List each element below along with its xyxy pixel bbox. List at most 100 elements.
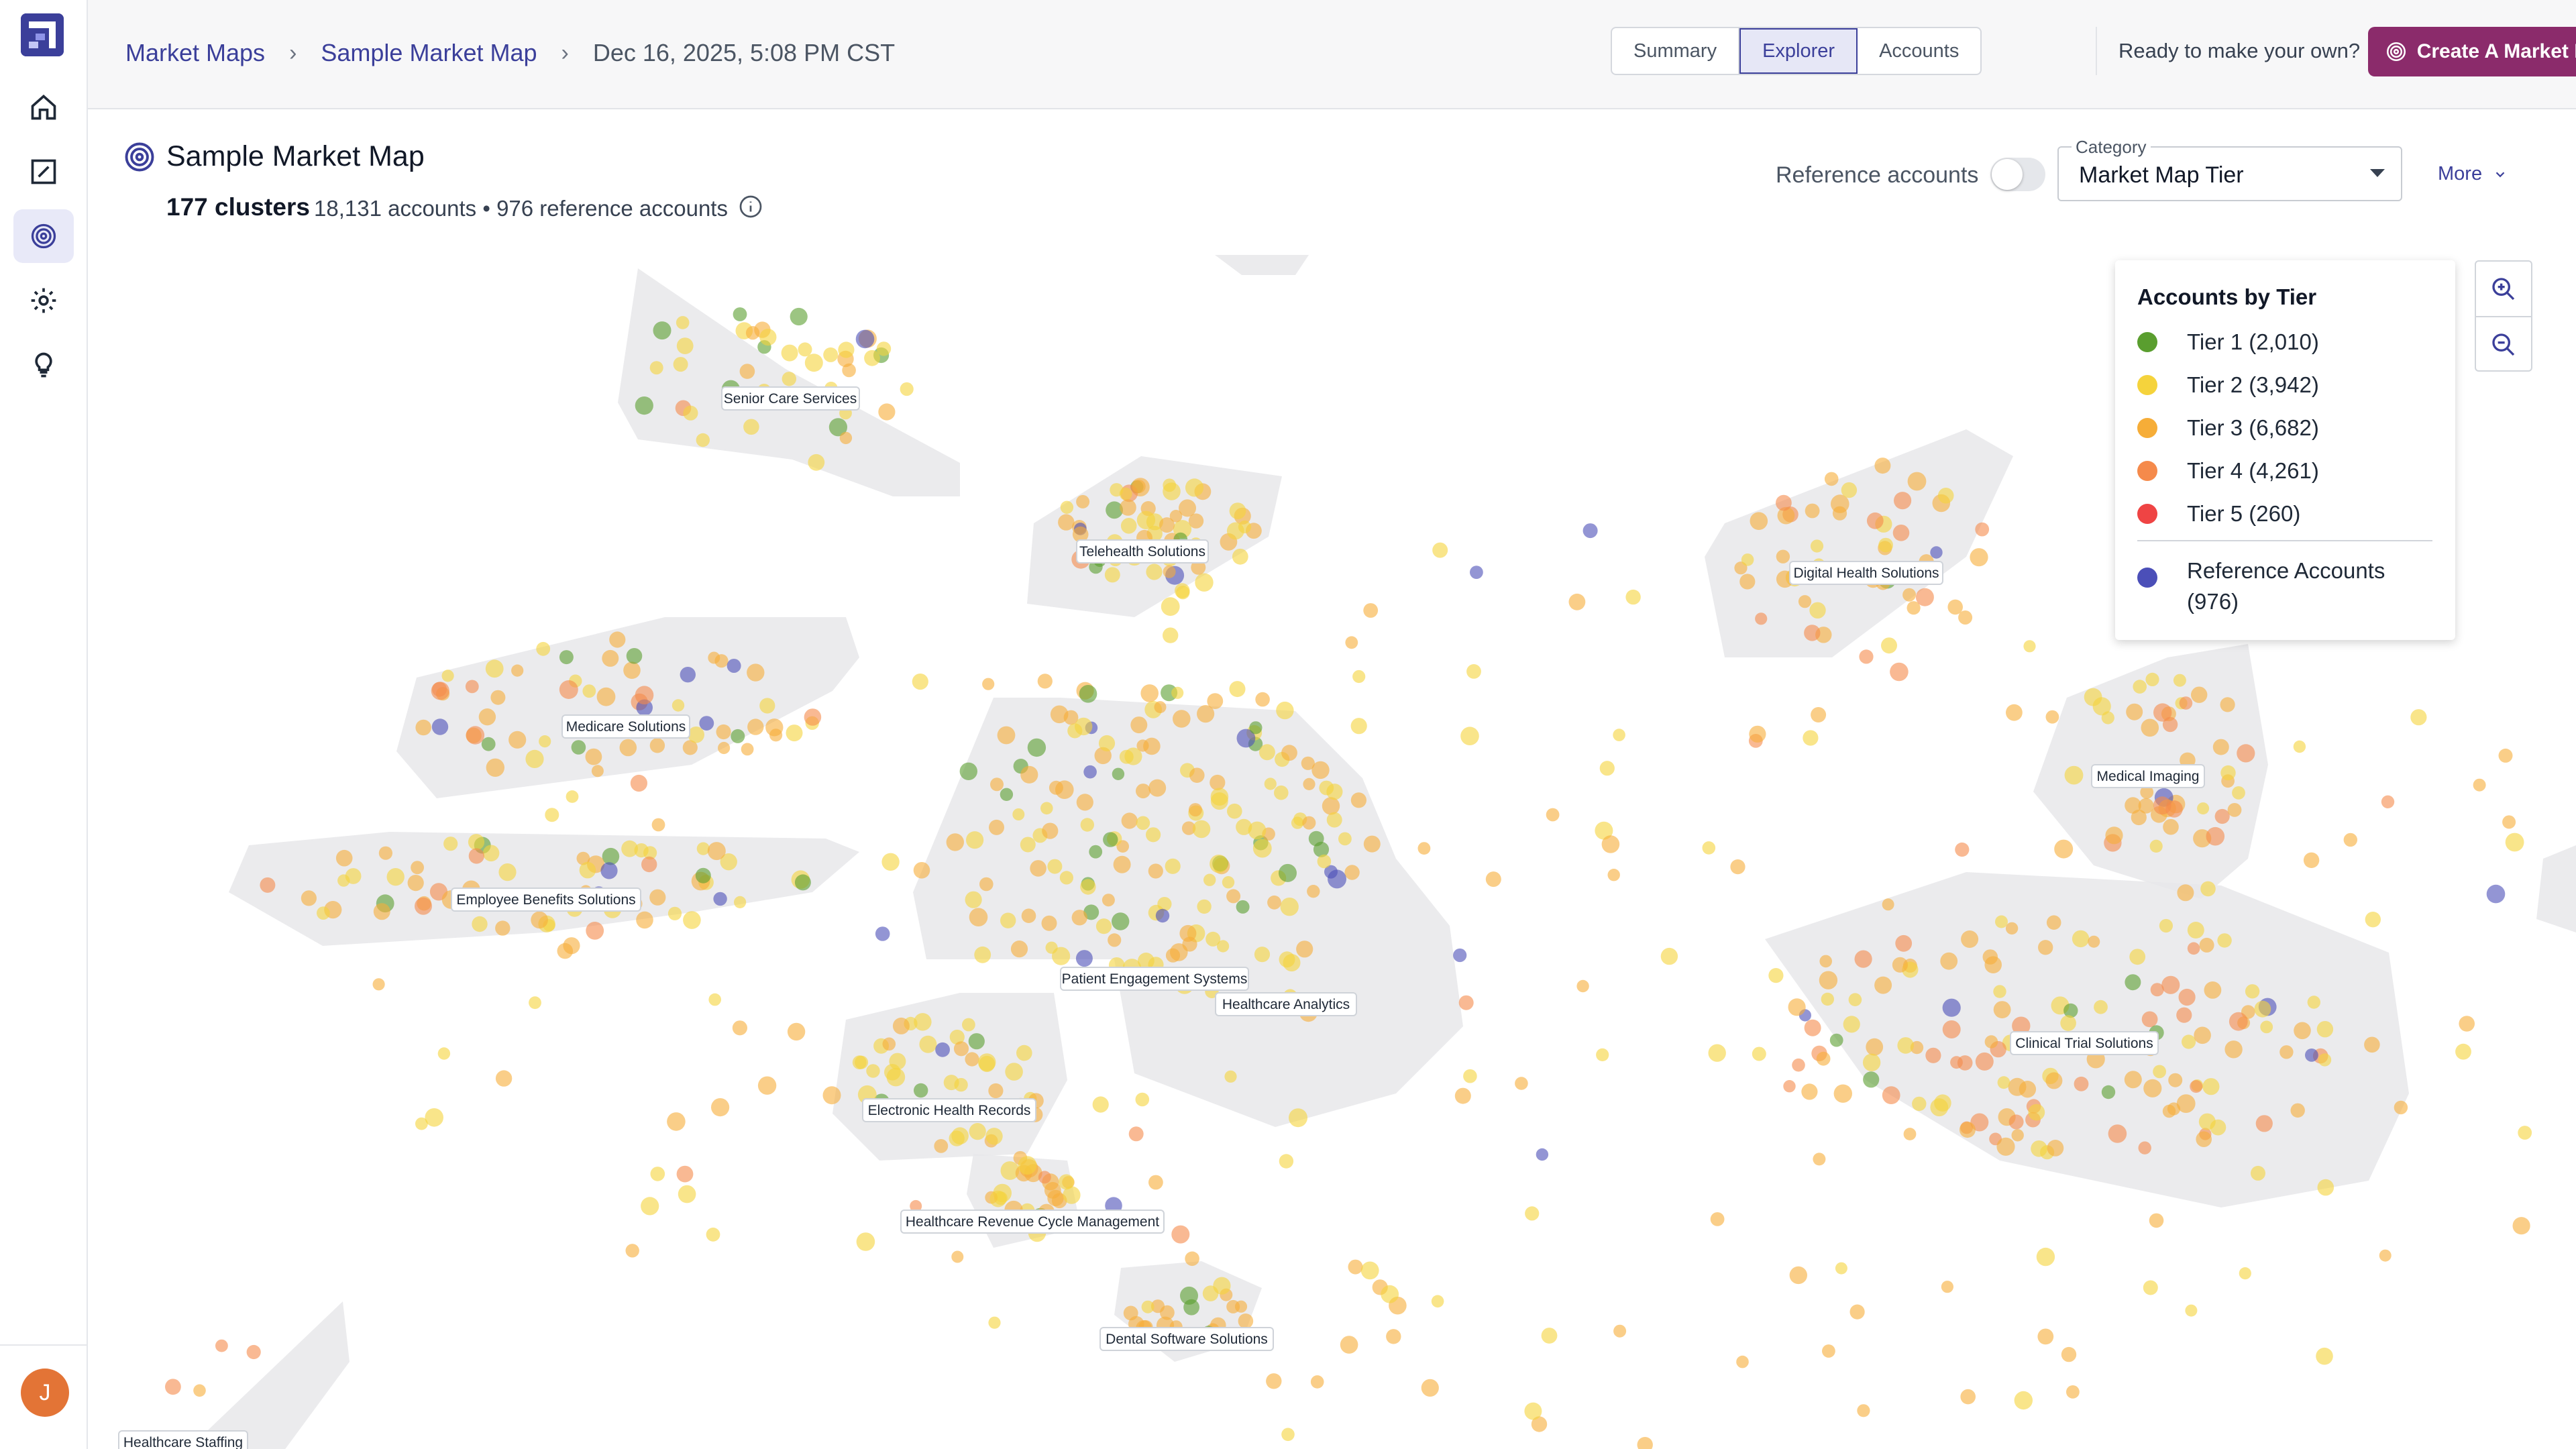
account-dot[interactable] — [478, 708, 496, 726]
account-dot[interactable] — [591, 765, 604, 777]
info-icon[interactable] — [739, 195, 763, 219]
account-dot[interactable] — [2196, 1131, 2212, 1147]
account-dot[interactable] — [481, 737, 496, 751]
account-dot[interactable] — [1454, 1087, 1471, 1104]
cluster-label-medicare[interactable]: Medicare Solutions — [561, 714, 690, 739]
account-dot[interactable] — [1148, 779, 1167, 797]
account-dot[interactable] — [485, 659, 504, 678]
account-dot[interactable] — [1749, 725, 1766, 743]
cluster-label-healthcare-analytics[interactable]: Healthcare Analytics — [1215, 992, 1357, 1016]
account-dot[interactable] — [2505, 833, 2524, 852]
account-dot[interactable] — [2279, 1045, 2294, 1059]
account-dot[interactable] — [2245, 984, 2260, 999]
account-dot[interactable] — [466, 726, 485, 745]
account-dot[interactable] — [1098, 735, 1116, 752]
account-dot[interactable] — [623, 661, 641, 679]
account-dot[interactable] — [2126, 703, 2143, 720]
account-dot[interactable] — [1955, 842, 1970, 857]
account-dot[interactable] — [886, 1067, 906, 1087]
account-dot[interactable] — [1030, 860, 1046, 877]
account-dot[interactable] — [2202, 1078, 2220, 1095]
account-dot[interactable] — [1281, 1428, 1295, 1442]
account-dot[interactable] — [636, 911, 653, 929]
account-dot[interactable] — [1993, 985, 2006, 998]
account-dot[interactable] — [1089, 845, 1103, 859]
account-dot[interactable] — [651, 818, 665, 832]
account-dot[interactable] — [2486, 884, 2506, 904]
account-dot[interactable] — [1848, 993, 1862, 1006]
account-dot[interactable] — [2294, 1022, 2311, 1040]
account-dot[interactable] — [1120, 518, 1137, 534]
account-dot[interactable] — [667, 1112, 686, 1131]
account-dot[interactable] — [2187, 922, 2204, 938]
account-dot[interactable] — [2125, 974, 2141, 991]
account-dot[interactable] — [2066, 1385, 2080, 1399]
account-dot[interactable] — [1730, 859, 1746, 875]
account-dot[interactable] — [997, 726, 1016, 745]
cluster-label-senior-care[interactable]: Senior Care Services — [721, 386, 860, 411]
account-dot[interactable] — [2214, 808, 2230, 824]
account-dot[interactable] — [2045, 1072, 2063, 1089]
account-dot[interactable] — [609, 631, 626, 648]
account-dot[interactable] — [2162, 716, 2178, 733]
account-dot[interactable] — [1146, 564, 1163, 580]
account-dot[interactable] — [1058, 514, 1075, 531]
account-dot[interactable] — [431, 682, 449, 700]
cluster-label-revenue-cycle[interactable]: Healthcare Revenue Cycle Management — [900, 1210, 1165, 1234]
account-dot[interactable] — [1016, 1044, 1032, 1061]
account-dot[interactable] — [1274, 785, 1289, 800]
edit-icon[interactable] — [13, 145, 74, 199]
account-dot[interactable] — [600, 862, 618, 879]
account-dot[interactable] — [2153, 796, 2171, 815]
account-dot[interactable] — [1163, 482, 1181, 500]
account-dot[interactable] — [1849, 1304, 1865, 1320]
account-dot[interactable] — [1975, 522, 1990, 537]
account-dot[interactable] — [1195, 573, 1214, 592]
account-dot[interactable] — [759, 698, 775, 714]
account-dot[interactable] — [2153, 1065, 2167, 1079]
account-dot[interactable] — [2150, 983, 2164, 997]
account-dot[interactable] — [842, 363, 856, 378]
account-dot[interactable] — [2061, 1346, 2077, 1362]
account-dot[interactable] — [1902, 588, 1917, 602]
account-dot[interactable] — [2124, 1071, 2142, 1089]
account-dot[interactable] — [1702, 841, 1716, 855]
account-dot[interactable] — [1266, 1373, 1282, 1389]
account-dot[interactable] — [1103, 832, 1118, 847]
account-dot[interactable] — [732, 1020, 747, 1036]
account-dot[interactable] — [706, 1227, 720, 1242]
account-dot[interactable] — [1741, 553, 1754, 566]
account-dot[interactable] — [1226, 1299, 1240, 1313]
account-dot[interactable] — [1281, 745, 1297, 761]
account-dot[interactable] — [2014, 1391, 2033, 1410]
account-dot[interactable] — [989, 819, 1004, 835]
account-dot[interactable] — [1582, 523, 1598, 539]
account-dot[interactable] — [579, 861, 596, 879]
account-dot[interactable] — [2364, 1036, 2380, 1053]
account-dot[interactable] — [2031, 1140, 2047, 1157]
account-dot[interactable] — [626, 648, 643, 664]
account-dot[interactable] — [2254, 1000, 2271, 1018]
account-dot[interactable] — [804, 354, 823, 372]
account-dot[interactable] — [1229, 681, 1246, 698]
account-dot[interactable] — [1027, 738, 1046, 757]
account-dot[interactable] — [2108, 1124, 2127, 1143]
account-dot[interactable] — [596, 687, 616, 706]
account-dot[interactable] — [1485, 871, 1501, 888]
account-dot[interactable] — [1777, 506, 1795, 525]
account-dot[interactable] — [1140, 684, 1159, 702]
account-dot[interactable] — [1060, 500, 1074, 514]
account-dot[interactable] — [386, 868, 405, 886]
account-dot[interactable] — [1079, 685, 1097, 703]
account-dot[interactable] — [969, 908, 988, 926]
account-dot[interactable] — [1862, 1053, 1881, 1072]
account-dot[interactable] — [914, 1013, 932, 1031]
account-dot[interactable] — [1188, 513, 1204, 529]
account-dot[interactable] — [1311, 761, 1330, 780]
account-dot[interactable] — [1163, 627, 1179, 643]
account-dot[interactable] — [2141, 718, 2159, 737]
account-dot[interactable] — [1181, 821, 1196, 835]
account-dot[interactable] — [1128, 1126, 1144, 1142]
account-dot[interactable] — [1882, 1086, 1900, 1104]
breadcrumb-market-maps[interactable]: Market Maps — [125, 39, 266, 66]
